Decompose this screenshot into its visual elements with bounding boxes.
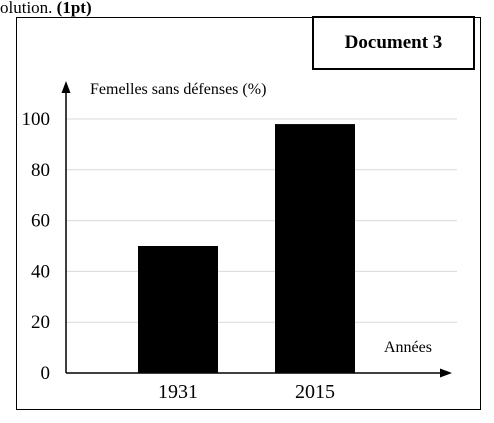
- document-frame: [16, 17, 481, 410]
- y-axis-title: Femelles sans défenses (%): [90, 81, 266, 98]
- bar-1931: [138, 246, 218, 373]
- x-axis-title: Années: [384, 339, 432, 356]
- instruction-text: olution.: [0, 0, 53, 17]
- document-label: Document 3: [344, 32, 443, 53]
- y-tick-label: 0: [41, 363, 51, 384]
- points-label: (1pt): [56, 0, 92, 17]
- bar-2015: [275, 124, 355, 373]
- y-tick-label: 60: [31, 211, 50, 232]
- y-tick-label: 100: [22, 109, 51, 130]
- x-tick-label: 2015: [295, 381, 335, 403]
- y-tick-label: 20: [31, 312, 50, 333]
- y-tick-label: 80: [31, 160, 50, 181]
- y-axis-arrow: [61, 81, 71, 93]
- instruction-line: olution. (1pt): [0, 0, 92, 19]
- document-label-box: Document 3: [312, 16, 475, 70]
- y-tick-label: 40: [31, 261, 50, 282]
- x-axis-arrow: [440, 368, 452, 378]
- x-tick-label: 1931: [158, 381, 198, 403]
